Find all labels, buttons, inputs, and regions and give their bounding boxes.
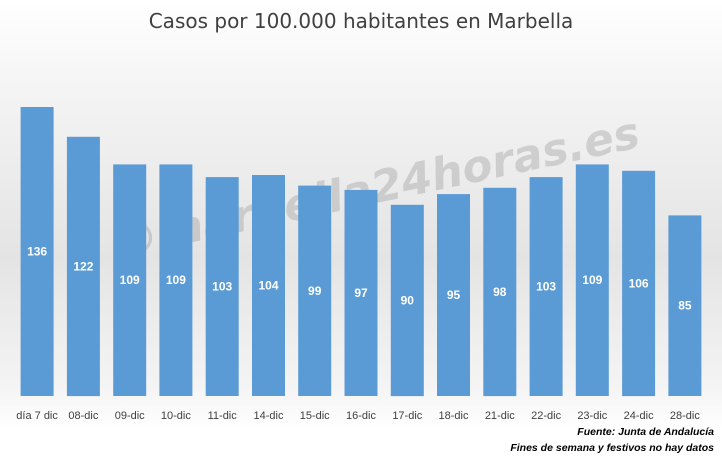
x-tick-label-2: 09-dic [115, 410, 145, 422]
data-label-12: 109 [582, 273, 602, 287]
bar-5 [252, 175, 285, 396]
bar-6 [298, 185, 332, 396]
bar-10 [483, 187, 517, 397]
data-label-10: 98 [493, 285, 507, 299]
data-label-2: 109 [120, 273, 140, 287]
x-tick-label-12: 23-dic [577, 410, 607, 422]
bar-9 [437, 194, 470, 396]
x-tick-label-3: 10-dic [161, 410, 191, 422]
data-label-1: 122 [73, 259, 93, 273]
data-label-13: 106 [629, 276, 649, 290]
x-tick-label-14: 28-dic [670, 410, 700, 422]
x-tick-label-1: 08-dic [68, 410, 98, 422]
x-tick-label-10: 21-dic [485, 410, 515, 422]
data-label-4: 103 [212, 280, 232, 294]
bar-13 [622, 170, 656, 397]
x-tick-label-11: 22-dic [531, 410, 561, 422]
x-tick-label-13: 24-dic [624, 410, 654, 422]
bar-1 [66, 136, 100, 397]
bar-11 [529, 177, 563, 396]
chart-title: Casos por 100.000 habitantes en Marbella [148, 9, 574, 33]
data-label-8: 90 [401, 293, 415, 307]
data-label-5: 104 [258, 279, 278, 293]
bar-7 [344, 189, 378, 396]
data-label-6: 99 [308, 284, 322, 298]
data-label-3: 109 [166, 273, 186, 287]
bar-3 [159, 164, 193, 396]
footnote-note: Fines de semana y festivos no hay datos [510, 442, 714, 454]
x-tick-label-6: 15-dic [300, 410, 330, 422]
bars [20, 107, 702, 397]
x-tick-label-4: 11-dic [208, 410, 238, 422]
x-tick-label-7: 16-dic [346, 410, 376, 422]
data-label-9: 95 [447, 288, 461, 302]
bar-2 [113, 164, 147, 396]
footnote-source: Fuente: Junta de Andalucía [577, 426, 714, 438]
data-label-0: 136 [27, 245, 47, 259]
data-labels: 136 122 109 109 103 104 99 97 90 95 98 103 109 106 85 [27, 245, 692, 313]
x-axis-ticks: día 7 dic 08-dic 09-dic 10-dic 11-dic 14-dic 1… [16, 410, 700, 422]
data-label-14: 85 [678, 299, 692, 313]
bar-12 [575, 164, 609, 396]
data-label-11: 103 [536, 280, 556, 294]
bar-4 [205, 177, 239, 396]
x-tick-label-8: 17-dic [392, 410, 422, 422]
x-tick-label-5: 14-dic [254, 410, 284, 422]
x-tick-label-0: día 7 dic [16, 410, 58, 422]
data-label-7: 97 [354, 286, 368, 300]
x-tick-label-9: 18-dic [439, 410, 469, 422]
bar-0 [20, 107, 54, 396]
bar-8 [390, 204, 424, 397]
bar-14 [668, 215, 702, 396]
